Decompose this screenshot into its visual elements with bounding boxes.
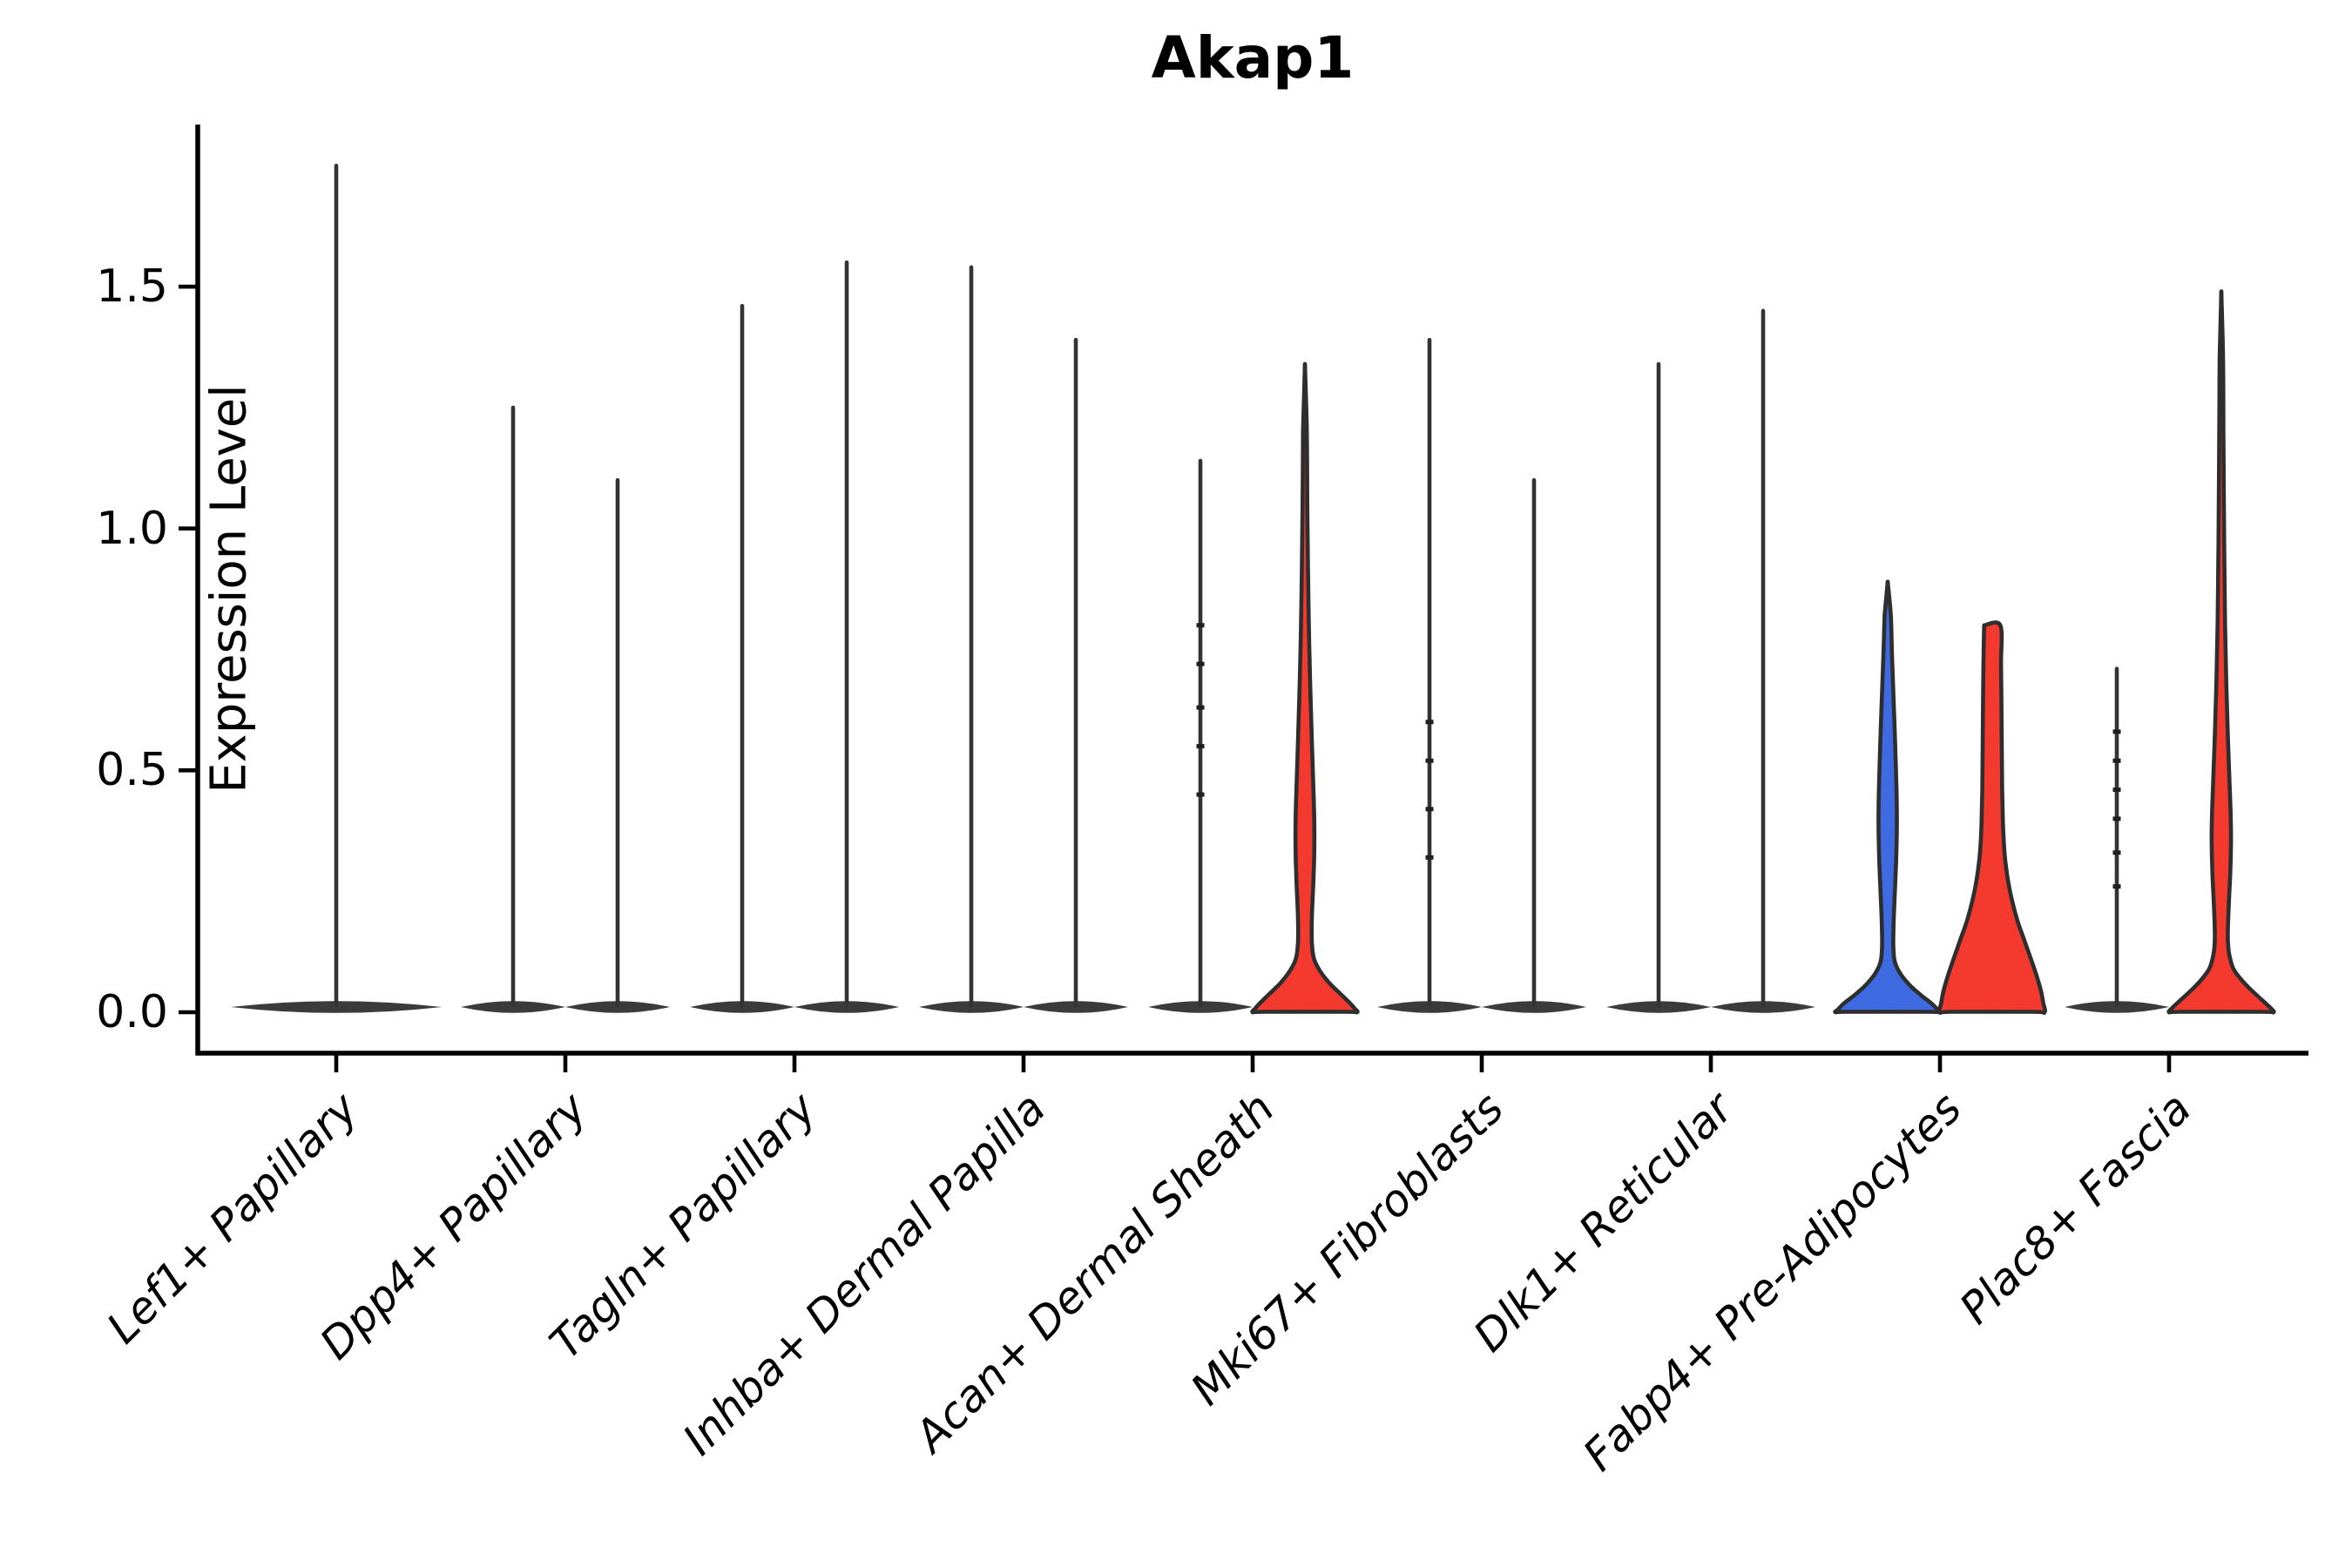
y-tick-label: 0.5 [96,744,168,797]
y-axis-label: Expression Level [200,384,258,794]
violin-red [1937,620,2047,1015]
chart-title: Akap1 [1151,24,1355,91]
violin-red [2166,289,2276,1015]
violin-red [1250,362,1360,1015]
y-tick-label: 0.0 [96,986,168,1038]
y-tick-label: 1.5 [96,260,168,314]
y-tick-label: 1.0 [96,502,168,555]
violin-blue [1833,579,1943,1015]
